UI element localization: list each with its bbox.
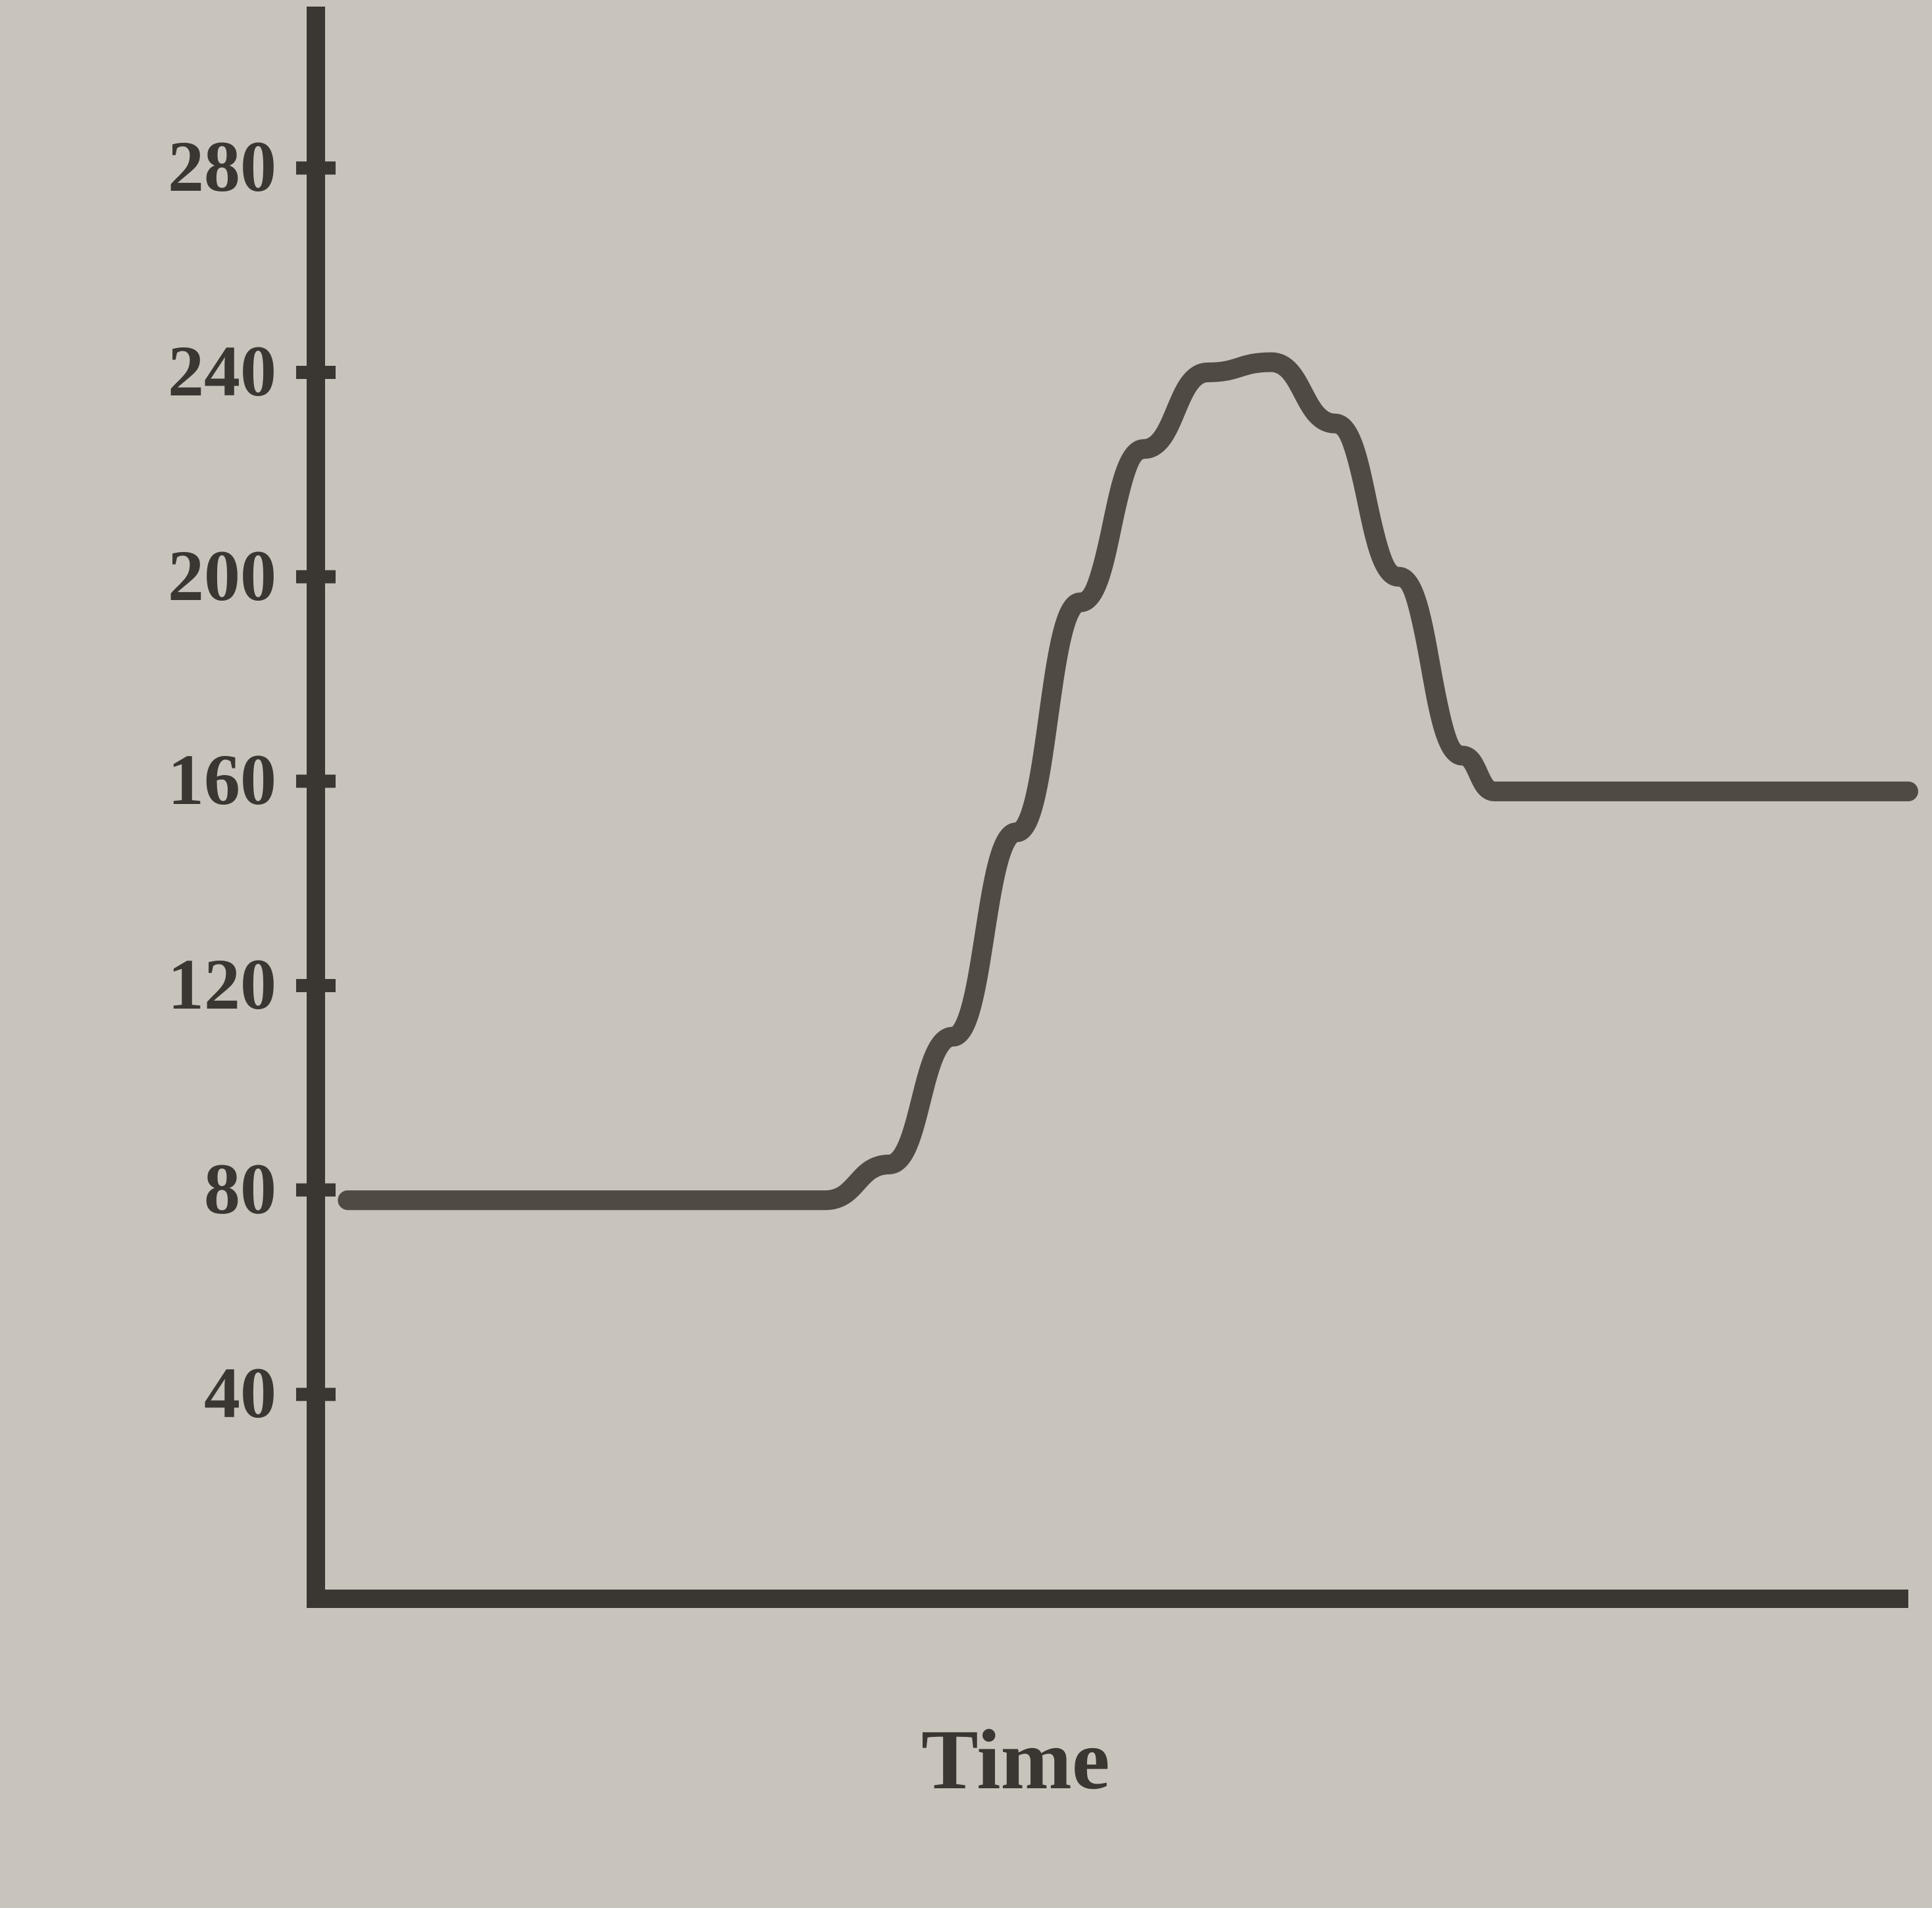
y-tick-label: 120 [168, 943, 276, 1026]
data-line [347, 362, 1908, 1200]
axes-group [307, 7, 1908, 1599]
y-tick-label: 160 [168, 738, 276, 822]
y-tick-label: 240 [168, 330, 276, 413]
y-tick-label: 40 [204, 1351, 276, 1435]
y-tick-label: 200 [168, 534, 276, 618]
line-group [347, 362, 1908, 1200]
chart-svg [0, 0, 1932, 1908]
chart-container: 40 80 120 160 200 240 280 Time [0, 0, 1932, 1908]
y-tick-label: 80 [204, 1147, 276, 1231]
y-tick-label: 280 [168, 125, 276, 209]
x-axis-label: Time [921, 1711, 1109, 1809]
